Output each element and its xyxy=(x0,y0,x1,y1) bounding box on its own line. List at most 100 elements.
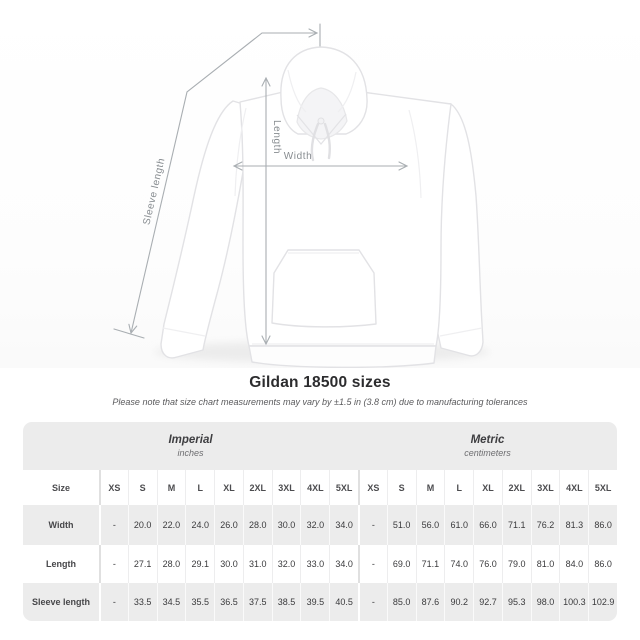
measurement-row-label: Length xyxy=(23,545,99,583)
size-value-cell: 56.0 xyxy=(415,505,445,545)
size-value-cell: 34.5 xyxy=(156,583,186,621)
size-value-cell: 27.1 xyxy=(127,545,157,583)
size-value-cell: 20.0 xyxy=(127,505,157,545)
measurement-row-label: Sleeve length xyxy=(23,583,99,621)
drawstring-knot xyxy=(317,117,325,125)
hoodie-hem-band xyxy=(248,345,437,368)
size-value-cell: 37.5 xyxy=(242,583,272,621)
size-value-cell: 28.0 xyxy=(242,505,272,545)
size-header-cell-imperial-l: L xyxy=(185,470,215,505)
size-value-cell: 69.0 xyxy=(386,545,416,583)
size-value-cell: 85.0 xyxy=(386,583,416,621)
product-photo: Length Width Sleeve length xyxy=(0,0,640,368)
size-table: Imperial inches Metric centimeters Size X… xyxy=(23,422,617,621)
size-value-cell: 28.0 xyxy=(156,545,186,583)
size-header-cell-imperial-4xl: 4XL xyxy=(300,470,330,505)
size-value-cell: 90.2 xyxy=(444,583,474,621)
size-value-cell: 32.0 xyxy=(271,545,301,583)
size-value-cell: 30.0 xyxy=(271,505,301,545)
size-value-cell: 39.5 xyxy=(300,583,330,621)
width-dimension-label: Width xyxy=(284,151,313,162)
size-value-cell: 86.0 xyxy=(588,545,617,583)
size-value-cell: - xyxy=(99,505,128,545)
hood-opening xyxy=(296,87,348,140)
size-value-cell: 33.0 xyxy=(300,545,330,583)
sleeve-dimension-line xyxy=(130,32,318,334)
size-value-cell: 35.5 xyxy=(185,583,215,621)
tolerance-note: Please note that size chart measurements… xyxy=(112,397,528,407)
size-value-cell: 102.9 xyxy=(588,583,617,621)
size-value-cell: 100.3 xyxy=(559,583,589,621)
unit-group-imperial: Imperial inches xyxy=(23,422,358,470)
unit-group-metric: Metric centimeters xyxy=(358,422,617,470)
size-header-cell-metric-4xl: 4XL xyxy=(559,470,589,505)
size-value-cell: 36.5 xyxy=(214,583,243,621)
size-value-cell: 22.0 xyxy=(156,505,186,545)
size-value-cell: 74.0 xyxy=(444,545,474,583)
length-dimension-label: Length xyxy=(271,120,282,154)
imperial-label: Imperial xyxy=(168,434,213,446)
metric-label: Metric xyxy=(470,434,505,446)
size-header-cell-imperial-xl: XL xyxy=(214,470,243,505)
size-header-cell-metric-5xl: 5XL xyxy=(588,470,617,505)
dimension-lines xyxy=(113,23,409,346)
size-header-cell-imperial-2xl: 2XL xyxy=(242,470,272,505)
size-value-cell: 81.0 xyxy=(530,545,560,583)
size-value-cell: 79.0 xyxy=(501,545,531,583)
imperial-sublabel: inches xyxy=(177,448,204,458)
size-value-cell: 76.0 xyxy=(473,545,502,583)
size-value-cell: 29.1 xyxy=(185,545,215,583)
size-value-cell: 24.0 xyxy=(185,505,215,545)
metric-sublabel: centimeters xyxy=(464,448,511,458)
size-value-cell: 98.0 xyxy=(530,583,560,621)
size-value-cell: - xyxy=(99,545,128,583)
size-value-cell: 38.5 xyxy=(271,583,301,621)
size-value-cell: 51.0 xyxy=(386,505,416,545)
size-header-cell-imperial-5xl: 5XL xyxy=(329,470,358,505)
size-header-cell-metric-xs: XS xyxy=(358,470,387,505)
page-title: Gildan 18500 sizes xyxy=(249,374,391,391)
size-header-cell-metric-2xl: 2XL xyxy=(501,470,531,505)
size-value-cell: - xyxy=(358,545,387,583)
hoodie-left-sleeve xyxy=(160,100,247,359)
title-block: Gildan 18500 sizes Please note that size… xyxy=(0,374,640,407)
size-value-cell: 66.0 xyxy=(473,505,502,545)
size-header-cell-metric-l: L xyxy=(444,470,474,505)
size-value-cell: 92.7 xyxy=(473,583,502,621)
size-header-cell-metric-3xl: 3XL xyxy=(530,470,560,505)
size-header-cell-imperial-3xl: 3XL xyxy=(271,470,301,505)
size-value-cell: - xyxy=(358,505,387,545)
size-value-cell: 81.3 xyxy=(559,505,589,545)
size-value-cell: 61.0 xyxy=(444,505,474,545)
size-value-cell: 84.0 xyxy=(559,545,589,583)
size-value-cell: 26.0 xyxy=(214,505,243,545)
size-value-cell: 87.6 xyxy=(415,583,445,621)
size-value-cell: 95.3 xyxy=(501,583,531,621)
drawstrings xyxy=(310,122,331,162)
size-value-cell: - xyxy=(358,583,387,621)
hoodie-illustration: Length Width Sleeve length xyxy=(113,23,490,368)
size-value-cell: 86.0 xyxy=(588,505,617,545)
sleeve-bottom-tick xyxy=(113,328,145,339)
measurement-row-label: Width xyxy=(23,505,99,545)
size-header-cell-imperial-m: M xyxy=(156,470,186,505)
size-value-cell: 31.0 xyxy=(242,545,272,583)
collar-v-seam xyxy=(296,113,347,145)
size-header-cell-metric-s: S xyxy=(386,470,416,505)
size-value-cell: 34.0 xyxy=(329,545,358,583)
size-column-header: Size xyxy=(23,470,99,505)
size-value-cell: 76.2 xyxy=(530,505,560,545)
size-value-cell: 40.5 xyxy=(329,583,358,621)
size-header-cell-imperial-xs: XS xyxy=(99,470,128,505)
size-value-cell: 33.5 xyxy=(127,583,157,621)
size-value-cell: - xyxy=(99,583,128,621)
size-header-cell-metric-m: M xyxy=(415,470,445,505)
size-value-cell: 34.0 xyxy=(329,505,358,545)
size-header-cell-imperial-s: S xyxy=(127,470,157,505)
hoodie-pocket xyxy=(271,249,377,328)
size-value-cell: 30.0 xyxy=(214,545,243,583)
size-value-cell: 71.1 xyxy=(415,545,445,583)
size-header-cell-metric-xl: XL xyxy=(473,470,502,505)
size-value-cell: 71.1 xyxy=(501,505,531,545)
fold-lines xyxy=(162,69,483,345)
